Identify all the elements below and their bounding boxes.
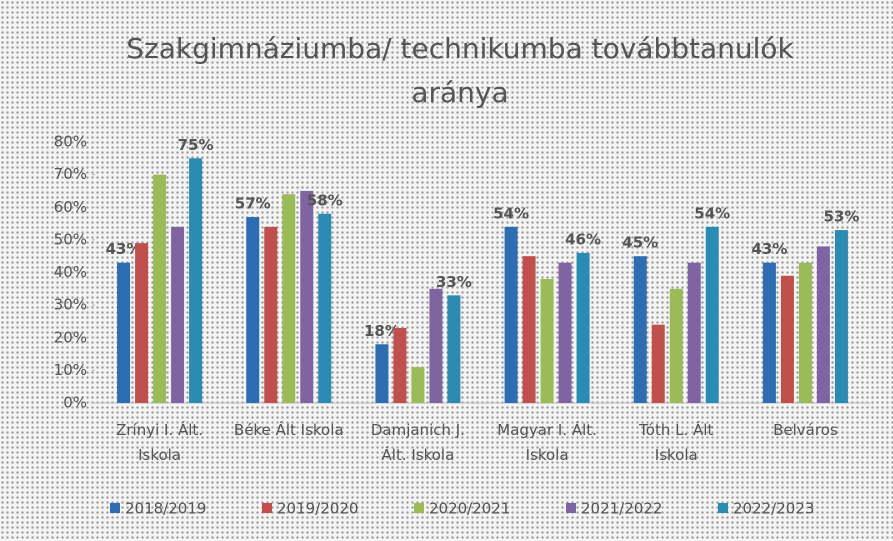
- data-label: 53%: [823, 208, 859, 226]
- bar: [171, 226, 185, 403]
- x-tick-label: Zrínyi I. Ált. Iskola: [116, 421, 204, 464]
- bar: [522, 256, 536, 403]
- y-tick-label: 50%: [54, 230, 87, 248]
- y-tick-label: 80%: [54, 133, 87, 151]
- y-tick-label: 0%: [63, 394, 87, 412]
- legend-swatch: [566, 503, 576, 513]
- x-tick-label: Belváros: [773, 421, 838, 439]
- y-tick-label: 70%: [54, 165, 87, 183]
- bar: [282, 194, 296, 403]
- bar: [189, 158, 203, 403]
- bar: [576, 252, 590, 403]
- data-label: 46%: [565, 230, 601, 248]
- chart-title: Szakgimnáziumba/ technikumba továbbtanul…: [126, 32, 794, 109]
- bar: [447, 295, 461, 403]
- bar: [246, 217, 260, 403]
- bar: [633, 256, 647, 403]
- legend-swatch: [718, 503, 728, 513]
- data-label: 18%: [364, 322, 400, 340]
- bar: [264, 226, 278, 403]
- bar: [411, 367, 425, 403]
- data-label: 54%: [493, 204, 529, 222]
- bar: [780, 275, 794, 403]
- bar: [651, 324, 665, 403]
- bar: [117, 262, 131, 403]
- legend-label: 2018/2019: [125, 500, 206, 518]
- bar: [669, 288, 683, 403]
- y-tick-label: 40%: [54, 263, 87, 281]
- legend-swatch: [414, 503, 424, 513]
- legend-label: 2020/2021: [429, 500, 510, 518]
- legend-swatch: [110, 503, 120, 513]
- legend-label: 2021/2022: [581, 500, 662, 518]
- data-label: 54%: [694, 204, 730, 222]
- bar: [540, 279, 554, 403]
- bar: [834, 230, 848, 403]
- x-tick-label: Damjanich J. Ált. Iskola: [370, 421, 465, 464]
- legend-label: 2022/2023: [733, 500, 814, 518]
- x-tick-label: Tóth L. Ált Iskola: [639, 421, 714, 464]
- bar: [558, 262, 572, 403]
- y-tick-label: 60%: [54, 198, 87, 216]
- bar: [504, 226, 518, 403]
- bar: [762, 262, 776, 403]
- bar: [393, 327, 407, 403]
- legend-label: 2019/2020: [277, 500, 358, 518]
- data-label: 43%: [751, 240, 787, 258]
- bar: [816, 246, 830, 403]
- x-tick-label: Béke Ált Iskola: [233, 421, 344, 439]
- bar: [798, 262, 812, 403]
- bar: [318, 213, 332, 403]
- bar: [705, 226, 719, 403]
- data-label: 75%: [178, 136, 214, 154]
- bar: [153, 174, 167, 403]
- data-label: 58%: [307, 191, 343, 209]
- bar: [375, 344, 389, 403]
- legend-swatch: [262, 503, 272, 513]
- x-tick-label: Magyar I. Ált. Iskola: [497, 421, 597, 464]
- y-tick-label: 10%: [54, 361, 87, 379]
- y-tick-label: 30%: [54, 296, 87, 314]
- bar: [429, 288, 443, 403]
- bar: [300, 190, 314, 403]
- bar: [135, 243, 149, 403]
- data-label: 45%: [622, 234, 658, 252]
- bar: [687, 262, 701, 403]
- data-label: 57%: [235, 195, 271, 213]
- y-tick-label: 20%: [54, 328, 87, 346]
- data-label: 43%: [106, 240, 142, 258]
- data-label: 33%: [436, 273, 472, 291]
